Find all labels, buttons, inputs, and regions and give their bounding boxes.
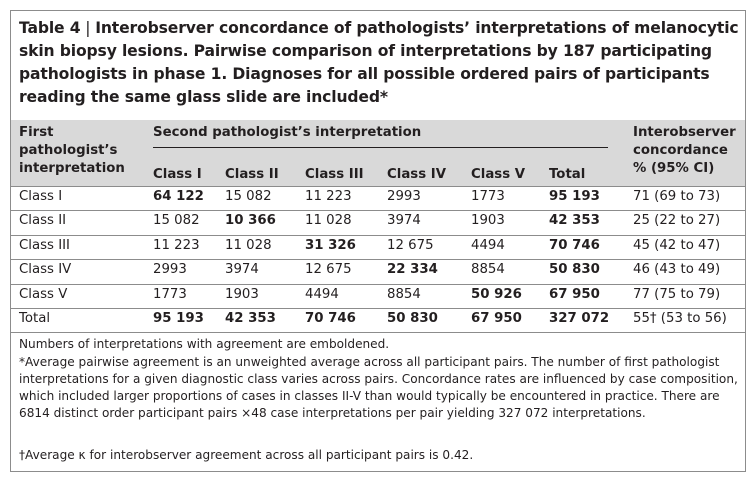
table-cell: 50 926 (471, 286, 522, 302)
table-cell: 4494 (471, 237, 505, 253)
table-cell: 22 334 (387, 262, 438, 278)
table-cell: 11 028 (225, 237, 272, 253)
concordance-cell: 71 (69 to 73) (633, 189, 721, 204)
table-cell: 15 082 (153, 213, 200, 229)
header-first-pathologist: First pathologist’s interpretation (19, 124, 125, 178)
row-divider (11, 186, 745, 187)
header-first-line-1: First (19, 125, 54, 140)
row-total-cell: 327 072 (549, 311, 610, 326)
row-total-cell: 67 950 (549, 286, 600, 302)
header-class-3: Class III (305, 167, 364, 182)
table-cell: 11 223 (153, 237, 200, 253)
header-class-4: Class IV (387, 167, 446, 182)
row-label: Class IV (19, 262, 72, 278)
table-cell: 8854 (471, 262, 505, 278)
concordance-cell: 25 (22 to 27) (633, 213, 721, 229)
header-class-1: Class I (153, 167, 202, 182)
table-cell: 3974 (225, 262, 259, 278)
header-concordance-line-3: % (95% CI) (633, 161, 715, 176)
table-cell: 1903 (471, 213, 505, 229)
table-cell: 12 675 (387, 237, 434, 253)
table-cell: 15 082 (225, 189, 272, 204)
header-concordance-line-1: Interobserver (633, 125, 736, 140)
table-bottom-rule (11, 332, 745, 334)
row-label: Class I (19, 189, 63, 204)
table-cell: 67 950 (471, 311, 522, 326)
table-title: Interobserver concordance of pathologist… (19, 19, 739, 106)
row-label: Class III (19, 237, 70, 253)
row-divider (11, 210, 745, 212)
table-cell: 31 326 (305, 237, 356, 253)
header-first-line-3: interpretation (19, 161, 125, 176)
row-total-cell: 70 746 (549, 237, 600, 253)
table-cell: 70 746 (305, 311, 356, 326)
row-divider (11, 308, 745, 309)
table-cell: 4494 (305, 286, 339, 302)
table-cell: 1903 (225, 286, 259, 302)
concordance-cell: 45 (42 to 47) (633, 237, 721, 253)
row-label: Total (19, 311, 51, 326)
note-emboldened: Numbers of interpretations with agreemen… (19, 337, 390, 351)
header-class-2: Class II (225, 167, 279, 182)
table-frame (10, 10, 746, 472)
header-concordance-line-2: concordance (633, 143, 728, 158)
row-total-cell: 95 193 (549, 189, 600, 204)
table-header (11, 120, 745, 186)
table-cell: 2993 (387, 189, 421, 204)
header-second-pathologist-group: Second pathologist’s interpretation (153, 125, 422, 140)
table-cell: 95 193 (153, 311, 204, 326)
table-cell: 10 366 (225, 213, 276, 229)
row-divider (11, 259, 745, 261)
concordance-cell: 55† (53 to 56) (633, 311, 727, 326)
table-cell: 42 353 (225, 311, 276, 326)
table-cell: 1773 (471, 189, 505, 204)
header-concordance: Interobserver concordance % (95% CI) (633, 124, 736, 178)
concordance-cell: 77 (75 to 79) (633, 286, 721, 302)
table-cell: 64 122 (153, 189, 204, 204)
header-group-rule (153, 147, 608, 148)
table-cell: 1773 (153, 286, 187, 302)
row-label: Class V (19, 286, 68, 302)
note-kappa: †Average κ for interobserver agreement a… (19, 448, 474, 462)
note-average-agreement: *Average pairwise agreement is an unweig… (19, 355, 738, 420)
row-divider (11, 234, 745, 236)
table-cell: 50 830 (387, 311, 438, 326)
caption-separator: | (80, 19, 96, 37)
header-total: Total (549, 167, 586, 182)
row-total-cell: 50 830 (549, 262, 600, 278)
table-cell: 12 675 (305, 262, 352, 278)
table-cell: 8854 (387, 286, 421, 302)
row-divider (11, 283, 745, 285)
table-cell: 11 028 (305, 213, 352, 229)
header-class-5: Class V (471, 167, 526, 182)
row-total-cell: 42 353 (549, 213, 600, 229)
table-cell: 11 223 (305, 189, 352, 204)
concordance-cell: 46 (43 to 49) (633, 262, 721, 278)
header-first-line-2: pathologist’s (19, 143, 118, 158)
table-caption: Table 4 | Interobserver concordance of p… (19, 17, 739, 109)
row-label: Class II (19, 213, 67, 229)
table-cell: 3974 (387, 213, 421, 229)
table-label: Table 4 (19, 19, 81, 37)
table-cell: 2993 (153, 262, 187, 278)
